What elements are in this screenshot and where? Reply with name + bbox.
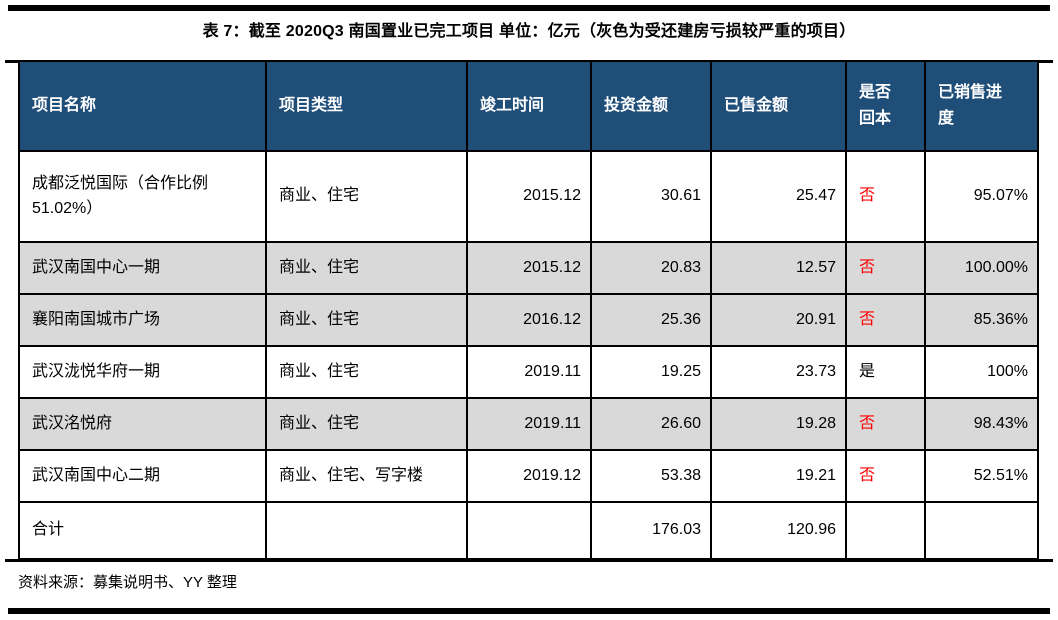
table-cell-date: 2015.12 bbox=[466, 150, 592, 243]
table-cell-back: 否 bbox=[845, 397, 926, 451]
table-cell-invest: 20.83 bbox=[590, 241, 712, 295]
table-cell-type: 商业、住宅 bbox=[265, 241, 468, 295]
table-cell-sold: 25.47 bbox=[710, 150, 847, 243]
table-title: 表 7：截至 2020Q3 南国置业已完工项目 单位：亿元（灰色为受还建房亏损较… bbox=[202, 23, 856, 40]
table-cell-name: 成都泛悦国际（合作比例 51.02%） bbox=[18, 150, 267, 243]
table-cell-back: 是 bbox=[845, 345, 926, 399]
table-cell-back: 否 bbox=[845, 241, 926, 295]
table-row: 武汉南国中心一期 商业、住宅 2015.12 20.83 12.57 否 100.00% bbox=[18, 241, 1039, 295]
table-cell-type: 商业、住宅 bbox=[265, 293, 468, 347]
table-cell-type: 商业、住宅、写字楼 bbox=[265, 449, 468, 503]
table-bottom-rule bbox=[5, 559, 1053, 562]
table-cell-type: 商业、住宅 bbox=[265, 150, 468, 243]
top-rule bbox=[8, 5, 1050, 11]
table-cell-sold: 12.57 bbox=[710, 241, 847, 295]
table-cell-date: 2015.12 bbox=[466, 241, 592, 295]
column-header-name: 项目名称 bbox=[18, 60, 267, 152]
table-cell-sold: 23.73 bbox=[710, 345, 847, 399]
table-cell-invest: 176.03 bbox=[590, 501, 712, 560]
table-cell-name: 武汉泷悦华府一期 bbox=[18, 345, 267, 399]
table-row: 成都泛悦国际（合作比例 51.02%） 商业、住宅 2015.12 30.61 25.4… bbox=[18, 150, 1039, 243]
table-cell-date: 2019.11 bbox=[466, 397, 592, 451]
table-cell-name: 襄阳南国城市广场 bbox=[18, 293, 267, 347]
table-cell-date: 2019.12 bbox=[466, 449, 592, 503]
table-cell-invest: 25.36 bbox=[590, 293, 712, 347]
table-row: 武汉洺悦府 商业、住宅 2019.11 26.60 19.28 否 98.43% bbox=[18, 397, 1039, 451]
table-cell-sold: 120.96 bbox=[710, 501, 847, 560]
table-cell-back: 否 bbox=[845, 150, 926, 243]
column-header-sold: 已售金额 bbox=[710, 60, 847, 152]
table-cell-progress: 100.00% bbox=[924, 241, 1039, 295]
table-cell-name: 合计 bbox=[18, 501, 267, 560]
table-total-row: 合计 176.03 120.96 bbox=[18, 501, 1039, 560]
table-cell-back: 否 bbox=[845, 449, 926, 503]
table-cell-invest: 26.60 bbox=[590, 397, 712, 451]
table-cell-sold: 19.28 bbox=[710, 397, 847, 451]
table-cell-progress: 98.43% bbox=[924, 397, 1039, 451]
table-row: 武汉泷悦华府一期 商业、住宅 2019.11 19.25 23.73 是 100% bbox=[18, 345, 1039, 399]
completed-projects-table: 项目名称 项目类型 竣工时间 投资金额 已售金额 是否 回本 已销售进 度 成都泛悦国际（合… bbox=[18, 60, 1039, 560]
table-cell-sold: 19.21 bbox=[710, 449, 847, 503]
table-cell-type bbox=[265, 501, 468, 560]
column-header-date: 竣工时间 bbox=[466, 60, 592, 152]
table-cell-back bbox=[845, 501, 926, 560]
table-cell-name: 武汉南国中心二期 bbox=[18, 449, 267, 503]
table-cell-date bbox=[466, 501, 592, 560]
column-header-back: 是否 回本 bbox=[845, 60, 926, 152]
table-row: 武汉南国中心二期 商业、住宅、写字楼 2019.12 53.38 19.21 否 52.51… bbox=[18, 449, 1039, 503]
column-header-invest: 投资金额 bbox=[590, 60, 712, 152]
source-note: 资料来源：募集说明书、YY 整理 bbox=[18, 574, 237, 591]
table-cell-date: 2016.12 bbox=[466, 293, 592, 347]
table-cell-progress: 52.51% bbox=[924, 449, 1039, 503]
table-cell-name: 武汉南国中心一期 bbox=[18, 241, 267, 295]
table-row: 襄阳南国城市广场 商业、住宅 2016.12 25.36 20.91 否 85.36% bbox=[18, 293, 1039, 347]
table-cell-type: 商业、住宅 bbox=[265, 397, 468, 451]
table-cell-sold: 20.91 bbox=[710, 293, 847, 347]
table-cell-name: 武汉洺悦府 bbox=[18, 397, 267, 451]
table-cell-type: 商业、住宅 bbox=[265, 345, 468, 399]
column-header-type: 项目类型 bbox=[265, 60, 468, 152]
table-cell-date: 2019.11 bbox=[466, 345, 592, 399]
table-cell-progress: 95.07% bbox=[924, 150, 1039, 243]
table-cell-progress: 100% bbox=[924, 345, 1039, 399]
column-header-progress: 已销售进 度 bbox=[924, 60, 1039, 152]
table-cell-progress: 85.36% bbox=[924, 293, 1039, 347]
table-cell-progress bbox=[924, 501, 1039, 560]
table-cell-back: 否 bbox=[845, 293, 926, 347]
bottom-rule bbox=[8, 608, 1050, 614]
table-cell-invest: 19.25 bbox=[590, 345, 712, 399]
table-header-row: 项目名称 项目类型 竣工时间 投资金额 已售金额 是否 回本 已销售进 度 bbox=[18, 60, 1039, 152]
table-cell-invest: 53.38 bbox=[590, 449, 712, 503]
table-cell-invest: 30.61 bbox=[590, 150, 712, 243]
